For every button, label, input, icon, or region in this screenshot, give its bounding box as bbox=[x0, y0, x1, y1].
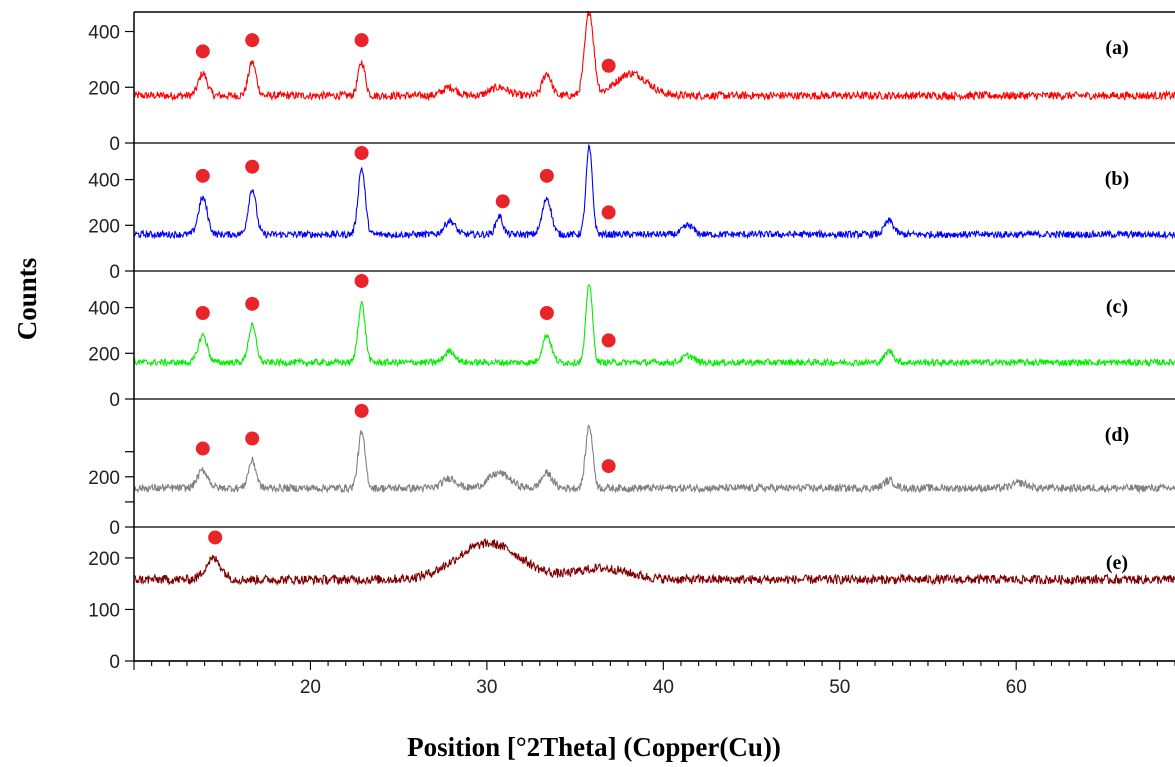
y-tick-label: 0 bbox=[109, 390, 120, 411]
peak-marker bbox=[601, 205, 616, 220]
panel-label: (e) bbox=[1106, 552, 1128, 574]
series-line-e bbox=[133, 538, 1175, 587]
y-tick-label: 0 bbox=[109, 518, 120, 539]
y-tick-label: 200 bbox=[88, 344, 120, 365]
panel-label: (d) bbox=[1105, 424, 1129, 446]
peak-marker bbox=[354, 274, 369, 288]
panel-d: 0 200 (d) bbox=[88, 403, 1175, 539]
peak-marker bbox=[195, 168, 210, 183]
peak-marker bbox=[195, 44, 210, 59]
y-tick-label: 200 bbox=[88, 549, 120, 570]
x-tick-label: 30 bbox=[476, 677, 497, 698]
peak-marker bbox=[245, 33, 260, 48]
y-tick-label: 100 bbox=[88, 600, 120, 621]
y-tick-label: 200 bbox=[88, 78, 120, 99]
panel-a: 0 200 400 (a) bbox=[88, 10, 1175, 155]
panel-label: (a) bbox=[1105, 37, 1128, 59]
y-tick-label: 400 bbox=[88, 299, 120, 320]
x-tick-label: 40 bbox=[653, 677, 674, 698]
x-tick-label: 20 bbox=[300, 677, 321, 698]
x-axis: 20 30 40 50 60 bbox=[133, 660, 1175, 698]
peak-marker bbox=[245, 296, 260, 311]
y-tick-label: 0 bbox=[109, 262, 120, 283]
x-axis-title: Position [°2Theta] (Copper(Cu)) bbox=[407, 732, 781, 762]
y-tick-label: 0 bbox=[109, 652, 120, 673]
peak-marker bbox=[354, 403, 369, 418]
peak-marker bbox=[195, 441, 210, 456]
peak-marker bbox=[245, 159, 260, 174]
panels: 0 200 400 (a) 0 200 400 (b) 0 200 400 (c) 0 200 (d) 0 10… bbox=[88, 10, 1175, 673]
y-axis-title: Counts bbox=[12, 258, 42, 341]
y-tick-label: 200 bbox=[88, 216, 120, 237]
peak-marker bbox=[601, 459, 616, 474]
peak-marker bbox=[245, 431, 260, 446]
series-line-c bbox=[133, 284, 1175, 368]
series-line-d bbox=[133, 424, 1175, 494]
panel-e: 0 100 200 (e) bbox=[88, 530, 1175, 673]
peak-marker bbox=[539, 168, 554, 183]
series-line-b bbox=[133, 143, 1175, 240]
x-tick-label: 50 bbox=[829, 677, 850, 698]
peak-marker bbox=[539, 306, 554, 320]
x-tick-label: 60 bbox=[1006, 677, 1027, 698]
peak-marker bbox=[601, 58, 616, 73]
y-tick-label: 400 bbox=[88, 171, 120, 192]
y-tick-label: 0 bbox=[109, 134, 120, 155]
panel-label: (b) bbox=[1105, 168, 1129, 190]
peak-marker bbox=[354, 146, 369, 160]
peak-marker bbox=[195, 306, 210, 320]
peak-marker bbox=[208, 530, 223, 545]
y-tick-label: 400 bbox=[88, 23, 120, 44]
series-line-a bbox=[133, 10, 1175, 102]
peak-marker bbox=[354, 33, 369, 48]
panel-label: (c) bbox=[1106, 296, 1128, 318]
y-tick-label: 200 bbox=[88, 468, 120, 489]
panel-c: 0 200 400 (c) bbox=[88, 274, 1175, 411]
peak-marker bbox=[601, 333, 616, 348]
panel-b: 0 200 400 (b) bbox=[88, 143, 1175, 283]
peak-marker bbox=[495, 194, 510, 209]
